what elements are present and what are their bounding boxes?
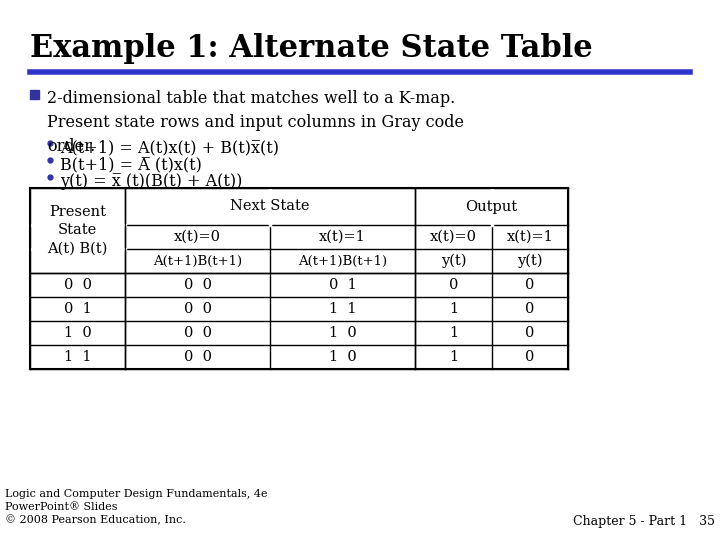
Text: x(t)=0: x(t)=0 xyxy=(174,230,221,244)
Text: 1  0: 1 0 xyxy=(63,326,91,340)
Text: x(t)=1: x(t)=1 xyxy=(507,230,554,244)
Text: y(t): y(t) xyxy=(517,254,543,268)
Text: A(t+1)B(t+1): A(t+1)B(t+1) xyxy=(153,254,242,267)
Text: Example 1: Alternate State Table: Example 1: Alternate State Table xyxy=(30,33,593,64)
Text: B(t+1) = A̅ (t)x(t): B(t+1) = A̅ (t)x(t) xyxy=(60,156,202,173)
Text: 1: 1 xyxy=(449,302,458,316)
Text: y(t) = x̅ (t)(B(t) + A(t)): y(t) = x̅ (t)(B(t) + A(t)) xyxy=(60,173,243,190)
Text: 0  0: 0 0 xyxy=(184,350,212,364)
Text: 1  1: 1 1 xyxy=(64,350,91,364)
Text: Chapter 5 - Part 1   35: Chapter 5 - Part 1 35 xyxy=(573,515,715,528)
Text: 0  0: 0 0 xyxy=(184,302,212,316)
Text: x(t)=1: x(t)=1 xyxy=(319,230,366,244)
Text: 0  0: 0 0 xyxy=(184,326,212,340)
Text: 0  1: 0 1 xyxy=(328,278,356,292)
Text: x(t)=0: x(t)=0 xyxy=(430,230,477,244)
Text: Logic and Computer Design Fundamentals, 4e
PowerPoint® Slides
© 2008 Pearson Edu: Logic and Computer Design Fundamentals, … xyxy=(5,489,268,525)
Text: 0: 0 xyxy=(526,302,535,316)
Text: Present
State
A(t) B(t): Present State A(t) B(t) xyxy=(48,205,108,256)
Bar xyxy=(30,90,39,99)
Text: 0  1: 0 1 xyxy=(63,302,91,316)
Text: 0: 0 xyxy=(526,278,535,292)
Text: Output: Output xyxy=(465,199,518,213)
Text: 2-dimensional table that matches well to a K-map.
Present state rows and input c: 2-dimensional table that matches well to… xyxy=(47,90,464,156)
Text: 0: 0 xyxy=(526,326,535,340)
Text: 1: 1 xyxy=(449,350,458,364)
Text: 0  0: 0 0 xyxy=(184,278,212,292)
Text: 0  0: 0 0 xyxy=(63,278,91,292)
Text: A(t+1) = A(t)x(t) + B(t)x̅(t): A(t+1) = A(t)x(t) + B(t)x̅(t) xyxy=(60,139,279,156)
Text: 0: 0 xyxy=(526,350,535,364)
Text: 0: 0 xyxy=(449,278,458,292)
Text: Next State: Next State xyxy=(230,199,310,213)
Text: A(t+1)B(t+1): A(t+1)B(t+1) xyxy=(298,254,387,267)
Text: 1: 1 xyxy=(449,326,458,340)
Text: 1  0: 1 0 xyxy=(328,326,356,340)
Text: 1  1: 1 1 xyxy=(329,302,356,316)
Text: 1  0: 1 0 xyxy=(328,350,356,364)
Text: y(t): y(t) xyxy=(441,254,467,268)
